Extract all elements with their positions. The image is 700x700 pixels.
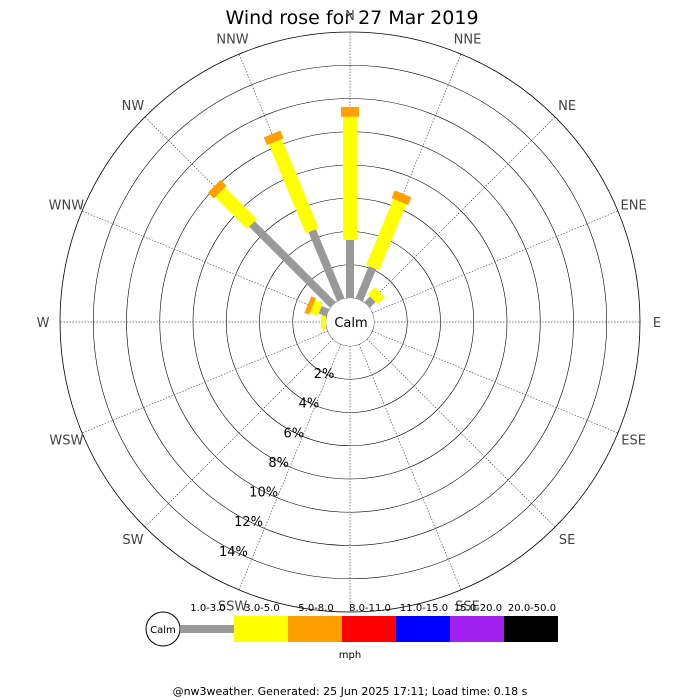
spoke-wnw xyxy=(81,210,328,314)
direction-label-nnw: NNW xyxy=(216,32,248,47)
bar-nne-1.0-3.0 xyxy=(355,266,377,302)
direction-label-sw: SW xyxy=(122,533,143,548)
legend-units: mph xyxy=(339,650,361,661)
calm-label: Calm xyxy=(334,316,367,331)
radial-tick-label: 8% xyxy=(268,456,289,471)
radial-tick-label: 14% xyxy=(219,545,248,560)
legend-label-11.0-15.0: 11.0-15.0 xyxy=(400,603,448,614)
legend-swatch-20.0-50.0 xyxy=(504,616,558,642)
bar-nnw-3.0-5.0 xyxy=(268,138,319,234)
bar-nw-1.0-3.0 xyxy=(249,221,336,308)
bar-wnw-5.0-8.0 xyxy=(304,296,316,315)
spoke-sw xyxy=(144,338,334,528)
legend-label-5.0-8.0: 5.0-8.0 xyxy=(298,603,333,614)
spoke-ssw xyxy=(238,344,342,591)
legend-swatch-11.0-15.0 xyxy=(396,616,450,642)
direction-label-nw: NW xyxy=(122,99,145,114)
grid-circle-outer xyxy=(59,31,641,613)
direction-label-e: E xyxy=(653,316,661,331)
bar-nnw-5.0-8.0 xyxy=(263,130,284,146)
radial-tick-label: 6% xyxy=(284,426,305,441)
spoke-ne xyxy=(366,116,556,306)
bar-nne-5.0-8.0 xyxy=(391,190,412,205)
legend-label-8.0-11.0: 8.0-11.0 xyxy=(349,603,391,614)
spoke-wsw xyxy=(81,330,328,434)
legend-swatch-1.0-3.0 xyxy=(180,625,234,633)
bar-ne-3.0-5.0 xyxy=(367,287,385,305)
calm-center: Calm xyxy=(326,298,374,346)
footer-text: @nw3weather. Generated: 25 Jun 2025 17:1… xyxy=(173,685,528,698)
direction-label-ene: ENE xyxy=(621,199,647,214)
bar-wnw-1.0-3.0 xyxy=(318,305,330,317)
direction-label-w: W xyxy=(37,316,50,331)
direction-label-ese: ESE xyxy=(621,433,646,448)
bar-nne-3.0-5.0 xyxy=(366,198,407,271)
direction-label-wsw: WSW xyxy=(49,433,83,448)
bar-nw-5.0-8.0 xyxy=(207,179,227,199)
speed-legend: Calm 1.0-3.0 3.0-5.0 5.0-8.0 8.0-11.0 11.0-1… xyxy=(145,603,558,647)
direction-label-sse: SSE xyxy=(455,600,480,615)
legend-label-20.0-50.0: 20.0-50.0 xyxy=(508,603,556,614)
spoke-ese xyxy=(372,330,619,434)
bar-wnw-3.0-5.0 xyxy=(309,299,323,317)
legend-swatch-15.0-20.0 xyxy=(450,616,504,642)
legend-swatch-5.0-8.0 xyxy=(288,616,342,642)
legend-label-15.0-20.0: 15.0-20.0 xyxy=(454,603,502,614)
spoke-nne xyxy=(358,53,462,300)
direction-label-se: SE xyxy=(559,533,575,548)
direction-label-n: N xyxy=(345,9,355,24)
radial-tick-labels: 2% 4% 6% 8% 10% 12% 14% xyxy=(219,367,334,560)
direction-label-wnw: WNW xyxy=(49,199,85,214)
bar-nw-3.0-5.0 xyxy=(215,187,257,229)
direction-label-nne: NNE xyxy=(454,32,482,47)
chart-title: Wind rose for 27 Mar 2019 xyxy=(225,7,478,29)
spoke-ene xyxy=(372,210,619,314)
radial-tick-label: 12% xyxy=(234,515,263,530)
spoke-se xyxy=(366,338,556,528)
legend-swatch-8.0-11.0 xyxy=(342,616,396,642)
radial-tick-label: 2% xyxy=(314,367,335,382)
legend-label-3.0-5.0: 3.0-5.0 xyxy=(244,603,279,614)
spoke-sse xyxy=(358,344,462,591)
radial-tick-label: 10% xyxy=(249,486,278,501)
bar-nnw-1.0-3.0 xyxy=(308,229,345,302)
wind-bars xyxy=(207,106,412,329)
legend-calm-label: Calm xyxy=(150,625,176,636)
radial-tick-label: 4% xyxy=(299,397,320,412)
direction-labels: NNNENEENEEESESESSESSSWSWWSWWWNWNWNNW xyxy=(37,9,662,638)
legend-swatch-3.0-5.0 xyxy=(234,616,288,642)
bar-ne-1.0-3.0 xyxy=(364,296,376,308)
grid-circle xyxy=(92,64,608,580)
legend-label-1.0-3.0: 1.0-3.0 xyxy=(190,603,225,614)
direction-label-ne: NE xyxy=(558,99,576,114)
direction-label-ssw: SSW xyxy=(218,600,248,615)
